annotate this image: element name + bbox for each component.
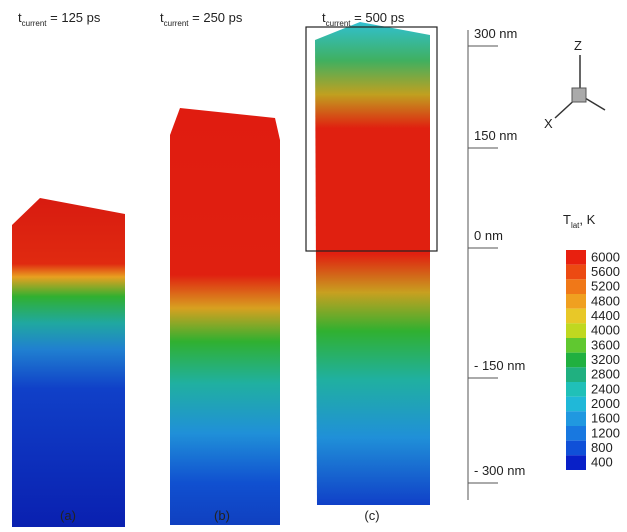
scale-label: 0 nm: [474, 228, 503, 243]
colorbar-cell: [566, 308, 586, 324]
scale-label: 300 nm: [474, 26, 517, 41]
colorbar-label: 4800: [591, 293, 620, 308]
colorbar-cell: [566, 323, 586, 338]
column-c: [315, 22, 430, 505]
colorbar-cell: [566, 279, 586, 294]
column-a: [12, 198, 125, 527]
time-label: tcurrent = 500 ps: [322, 10, 405, 28]
colorbar-cell: [566, 455, 586, 470]
panel-label: (b): [214, 508, 230, 523]
axes-triad: [554, 55, 606, 119]
scale-label: 150 nm: [474, 128, 517, 143]
colorbar-cell: [566, 338, 586, 353]
time-label: tcurrent = 250 ps: [160, 10, 243, 28]
column-b: [170, 108, 280, 525]
colorbar-cell: [566, 250, 586, 265]
colorbar-label: 6000: [591, 249, 620, 264]
colorbar-cell: [566, 352, 586, 368]
colorbar-label: 2000: [591, 396, 620, 411]
time-label: tcurrent = 125 ps: [18, 10, 101, 28]
colorbar-label: 400: [591, 455, 613, 470]
colorbar-label: 1200: [591, 425, 620, 440]
colorbar-cell: [566, 294, 586, 309]
colorbar-cell: [566, 426, 586, 441]
panel-label: (a): [60, 508, 76, 523]
colorbar-label: 3200: [591, 352, 620, 367]
colorbar-label: 5200: [591, 279, 620, 294]
zoom-box: [305, 26, 438, 252]
colorbar-cell: [566, 264, 586, 280]
colorbar-cell: [566, 440, 586, 456]
colorbar-label: 3600: [591, 337, 620, 352]
scale-label: - 150 nm: [474, 358, 525, 373]
colorbar-title: Tlat, K: [563, 212, 596, 230]
panel-label: (c): [364, 508, 379, 523]
colorbar-cell: [566, 382, 586, 397]
colorbar-label: 800: [591, 440, 613, 455]
colorbar-label: 4400: [591, 308, 620, 323]
colorbar-cell: [566, 411, 586, 426]
colorbar-label: 4000: [591, 323, 620, 338]
colorbar-label: 5600: [591, 264, 620, 279]
axis-z: Z: [574, 38, 582, 53]
colorbar-label: 2800: [591, 367, 620, 382]
colorbar-cell: [566, 396, 586, 412]
colorbar-cell: [566, 367, 586, 382]
colorbar-label: 1600: [591, 411, 620, 426]
axis-x: X: [544, 116, 553, 131]
scale-label: - 300 nm: [474, 463, 525, 478]
colorbar-label: 2400: [591, 381, 620, 396]
